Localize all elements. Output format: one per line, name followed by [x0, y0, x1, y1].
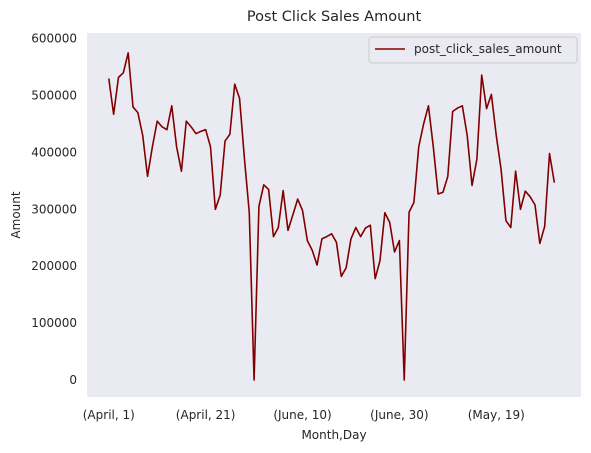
x-tick-label: (June, 10) — [273, 408, 331, 422]
x-axis-title: Month,Day — [301, 428, 366, 442]
y-tick-label: 200000 — [31, 259, 77, 273]
x-tick-label: (May, 19) — [468, 408, 525, 422]
y-tick-label: 500000 — [31, 89, 77, 103]
y-tick-label: 600000 — [31, 32, 77, 46]
y-tick-label: 0 — [69, 373, 77, 387]
x-tick-label: (April, 21) — [176, 408, 236, 422]
y-tick-label: 300000 — [31, 202, 77, 216]
y-tick-label: 400000 — [31, 145, 77, 159]
x-axis: (April, 1) (April, 21) (June, 10) (June, 30… — [83, 408, 525, 422]
legend-entry: post_click_sales_amount — [414, 42, 562, 56]
chart-title: Post Click Sales Amount — [247, 9, 422, 25]
legend-box — [368, 36, 578, 64]
series-line — [107, 52, 556, 381]
y-axis: 0 100000 200000 300000 400000 500000 600000 — [31, 32, 77, 387]
y-tick-label: 100000 — [31, 316, 77, 330]
legend: post_click_sales_amount — [368, 36, 578, 64]
y-axis-title: Amount — [9, 191, 23, 238]
x-tick-label: (April, 1) — [83, 408, 135, 422]
x-tick-label: (June, 30) — [370, 408, 428, 422]
plot-area — [87, 33, 581, 397]
